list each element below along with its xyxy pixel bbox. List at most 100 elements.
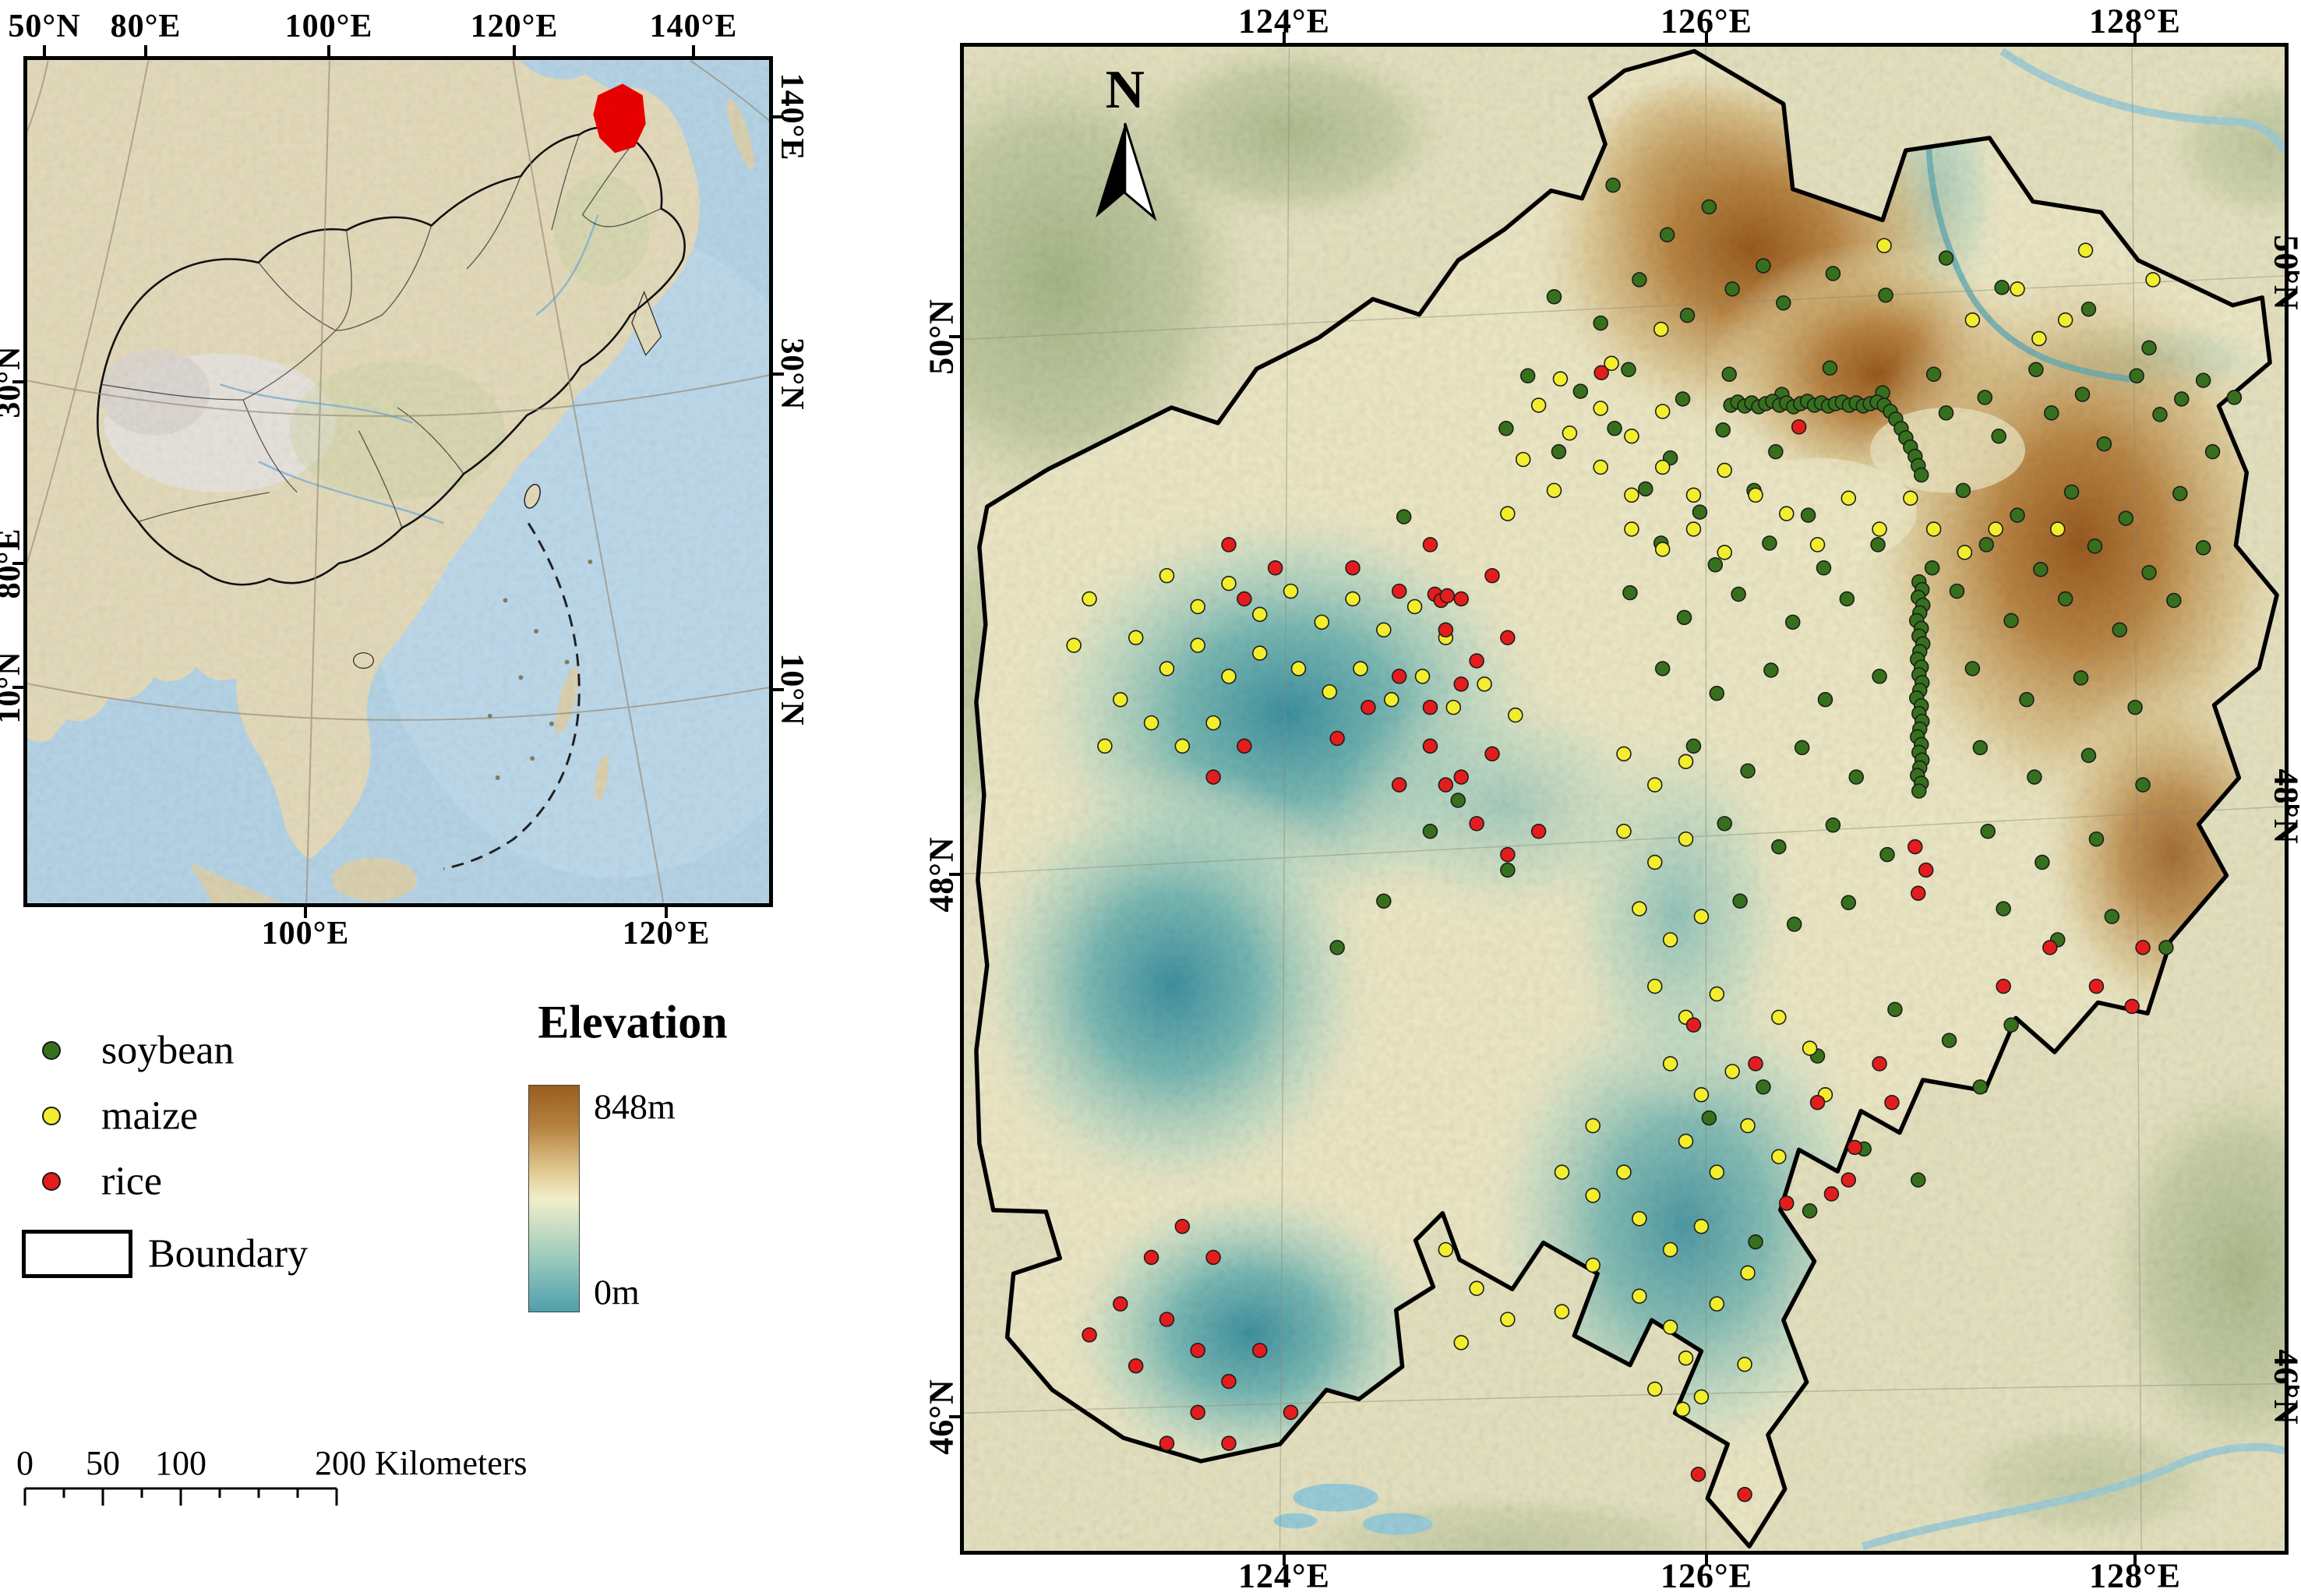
soybean-point (1501, 863, 1515, 877)
soybean-point (1733, 894, 1747, 908)
soybean-point (1763, 536, 1777, 550)
inset-top-label-0: 50°N (8, 8, 80, 45)
rice-point (1501, 848, 1515, 862)
axis-tick (1283, 1555, 1286, 1566)
maize-point (1315, 615, 1329, 629)
rice-point (1454, 592, 1468, 606)
soybean-point (2087, 539, 2102, 553)
soybean-point (1786, 615, 1800, 629)
rice-point (1082, 1328, 1096, 1342)
soybean-point (1996, 902, 2010, 916)
soybean-point (1788, 917, 1802, 931)
soybean-point (1725, 282, 1739, 296)
rice-point (1470, 654, 1484, 668)
rice-point (1160, 1436, 1174, 1450)
soybean-point (1802, 508, 1816, 522)
soybean-point (1840, 592, 1854, 606)
maize-point (1648, 980, 1662, 994)
soybean-point (1912, 784, 1926, 798)
soybean-point (1573, 384, 1587, 398)
rice-point (1145, 1251, 1159, 1265)
maize-point (1191, 600, 1205, 614)
maize-point (1725, 1065, 1739, 1079)
maize-point (1377, 623, 1391, 637)
inset-bottom-label-0: 100°E (262, 915, 350, 952)
maize-point (1206, 716, 1220, 730)
boundary-swatch (22, 1230, 132, 1278)
soybean-point (1708, 558, 1722, 572)
inset-bottom-label-1: 120°E (623, 915, 711, 952)
soybean-point (1956, 483, 1970, 497)
maize-point (1679, 832, 1693, 846)
elevation-colorbar (528, 1085, 580, 1312)
maize-point (1353, 662, 1368, 676)
scalebar (23, 1487, 343, 1507)
axis-tick (43, 45, 46, 56)
maize-point (1617, 824, 1631, 839)
maize-point (1738, 1358, 1752, 1372)
soybean-point (1548, 290, 1562, 304)
soybean-point (2173, 486, 2187, 500)
rice-point (1222, 1436, 1236, 1450)
rice-point (1222, 1375, 1236, 1389)
soybean-point (1871, 538, 1885, 552)
rice-point (1284, 1405, 1298, 1419)
scalebar-label-50: 50 (86, 1443, 120, 1483)
rice-point (1392, 778, 1406, 792)
axis-tick (773, 115, 784, 118)
soybean-point (2130, 369, 2144, 383)
rice-point (1885, 1096, 1899, 1110)
maize-point (1632, 1289, 1646, 1303)
maize-point (1648, 778, 1662, 792)
maize-point (2079, 243, 2093, 257)
axis-tick (949, 1415, 960, 1418)
soybean-point (1692, 505, 1706, 519)
maize-point (1664, 1243, 1678, 1257)
rice-point (1392, 584, 1406, 598)
soybean-point (1660, 228, 1675, 242)
soybean-point (1826, 818, 1840, 832)
rice-point (1237, 739, 1251, 753)
axis-tick (304, 907, 307, 918)
rice-point (1470, 817, 1484, 831)
soybean-point (1973, 740, 1987, 754)
maize-point (1656, 461, 1670, 475)
axis-tick (2289, 1386, 2299, 1389)
maize-point (1679, 1134, 1693, 1148)
soybean-point (2029, 362, 2043, 376)
axis-tick (949, 335, 960, 338)
maize-point (1632, 1212, 1646, 1226)
maize-point (1803, 1041, 1817, 1055)
maize-point (1416, 669, 1430, 683)
soybean-point (2167, 594, 2181, 608)
rice-point (1824, 1187, 1838, 1201)
rice-point (1113, 1297, 1128, 1311)
soybean-point (1678, 610, 1692, 624)
maize-point (1160, 662, 1174, 676)
legend-label-soybean: soybean (101, 1028, 234, 1074)
axis-tick (665, 907, 668, 918)
soybean-point (1702, 1111, 1716, 1125)
inset-map-svg (27, 60, 769, 903)
soybean-point (1872, 669, 1886, 683)
soybean-point (2128, 701, 2142, 715)
maize-point (1346, 592, 1360, 606)
axis-tick (327, 45, 330, 56)
maize-point (1625, 488, 1639, 502)
soybean-point (2112, 623, 2126, 637)
maize-point (1841, 491, 1855, 505)
soybean-point (1632, 273, 1646, 287)
maize-point (1129, 630, 1143, 644)
soybean-point (1749, 1235, 1763, 1249)
soybean-point (1795, 740, 1809, 754)
maize-point (1694, 1088, 1708, 1102)
rice-point (1206, 1251, 1220, 1265)
rice-point (1501, 630, 1515, 644)
rice-point (1253, 1344, 1267, 1358)
soybean-point (1817, 561, 1831, 575)
soybean-point (2027, 770, 2042, 784)
soybean-point (2034, 563, 2048, 577)
legend-label-boundary: Boundary (148, 1231, 308, 1277)
soybean-point (1879, 288, 1893, 302)
rice-point (1996, 980, 2010, 994)
